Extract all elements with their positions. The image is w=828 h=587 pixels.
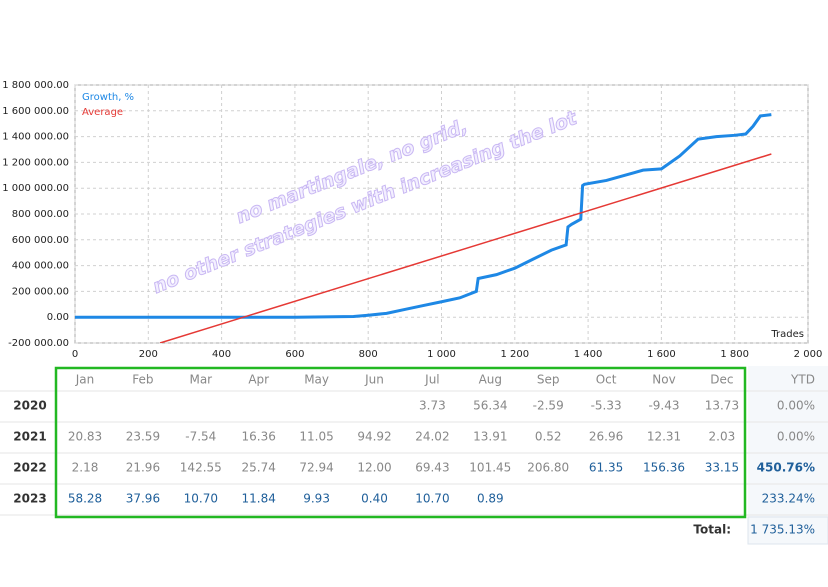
month-value: 21.96 [126, 461, 160, 475]
month-header: Dec [710, 373, 733, 387]
x-tick-label: 2 000 [794, 349, 823, 360]
month-value: 13.91 [473, 430, 507, 444]
x-tick-label: 1 000 [427, 349, 456, 360]
month-value: -9.43 [648, 399, 679, 413]
y-tick-label: 1 200 000.00 [2, 157, 69, 168]
ytd-value: 0.00% [777, 430, 815, 444]
x-axis-label: Trades [770, 329, 804, 340]
month-value: 26.96 [589, 430, 623, 444]
ytd-value: 233.24% [762, 492, 815, 506]
month-value: 23.59 [126, 430, 160, 444]
month-value: -5.33 [591, 399, 622, 413]
year: 2022 [13, 461, 46, 475]
month-header: Jul [424, 373, 439, 387]
month-value: 9.93 [303, 492, 330, 506]
y-tick-label: 400 000.00 [12, 261, 69, 272]
month-value: 13.73 [705, 399, 739, 413]
y-tick-label: 1 600 000.00 [2, 106, 69, 117]
month-value: 10.70 [184, 492, 218, 506]
month-value: 33.15 [705, 461, 739, 475]
series-line [75, 113, 772, 319]
year: 2020 [13, 399, 46, 413]
month-value: 24.02 [415, 430, 449, 444]
month-value: 2.03 [709, 430, 736, 444]
month-value: 12.31 [647, 430, 681, 444]
x-tick-label: 400 [212, 349, 231, 360]
month-value: 3.73 [419, 399, 446, 413]
ytd-value: 450.76% [757, 461, 815, 475]
month-value: 10.70 [415, 492, 449, 506]
month-value: 156.36 [643, 461, 685, 475]
month-value: 58.28 [68, 492, 102, 506]
x-tick-label: 200 [139, 349, 158, 360]
month-header: Jan [75, 373, 95, 387]
month-value: 11.84 [242, 492, 276, 506]
month-header: Feb [132, 373, 153, 387]
month-value: 12.00 [357, 461, 391, 475]
month-header: May [304, 373, 329, 387]
series-line [159, 153, 772, 343]
month-header: Jun [364, 373, 384, 387]
table: Jan Feb Mar Apr May Jun Jul Aug Sep Oct Nov Dec YTD 2… [0, 373, 828, 537]
chart: -200 000.00 0.00 200 000.00 400 000.00 600 0… [2, 80, 822, 360]
month-value: 206.80 [527, 461, 569, 475]
month-value: 0.89 [477, 492, 504, 506]
month-value: 61.35 [589, 461, 623, 475]
highlight-box [54, 366, 747, 519]
month-value: 37.96 [126, 492, 160, 506]
total-value: 1 735.13% [750, 523, 815, 537]
month-header: Mar [189, 373, 212, 387]
x-tick-label: 1 800 [720, 349, 749, 360]
month-header: Nov [652, 373, 675, 387]
month-value: 20.83 [68, 430, 102, 444]
x-tick-label: 1 400 [574, 349, 603, 360]
month-value: 2.18 [72, 461, 99, 475]
legend-entry: Average [82, 107, 123, 118]
month-header: Apr [248, 373, 269, 387]
x-tick-label: 800 [359, 349, 378, 360]
y-tick-label: 800 000.00 [12, 209, 69, 220]
x-tick-label: 1 200 [500, 349, 529, 360]
x-tick-label: 0 [72, 349, 78, 360]
ytd-value: 0.00% [777, 399, 815, 413]
month-value: 0.52 [535, 430, 562, 444]
month-value: 72.94 [299, 461, 333, 475]
month-value: 101.45 [469, 461, 511, 475]
y-tick-label: 1 000 000.00 [2, 183, 69, 194]
legend-entry: Growth, % [82, 92, 134, 103]
month-value: 69.43 [415, 461, 449, 475]
y-tick-label: 1 400 000.00 [2, 132, 69, 143]
ytd-header: YTD [790, 373, 815, 387]
month-value: -7.54 [185, 430, 216, 444]
year: 2021 [13, 430, 46, 444]
month-header: Sep [537, 373, 560, 387]
month-value: 94.92 [357, 430, 391, 444]
total-label: Total: [693, 523, 731, 537]
y-tick-label: 1 800 000.00 [2, 80, 69, 91]
month-header: Aug [479, 373, 502, 387]
y-tick-label: -200 000.00 [8, 338, 69, 349]
month-value: 0.40 [361, 492, 388, 506]
month-value: 16.36 [242, 430, 276, 444]
month-value: 11.05 [299, 430, 333, 444]
ytd-column-bg [748, 366, 828, 544]
y-tick-label: 200 000.00 [12, 286, 69, 297]
x-tick-label: 600 [285, 349, 304, 360]
year: 2023 [13, 492, 46, 506]
y-tick-label: 600 000.00 [12, 235, 69, 246]
month-value: 56.34 [473, 399, 507, 413]
total-box [747, 516, 828, 545]
y-tick-label: 0.00 [47, 312, 69, 323]
month-value: 25.74 [242, 461, 276, 475]
month-value: -2.59 [533, 399, 564, 413]
month-header: Oct [596, 373, 617, 387]
month-value: 142.55 [180, 461, 222, 475]
x-tick-label: 1 600 [647, 349, 676, 360]
